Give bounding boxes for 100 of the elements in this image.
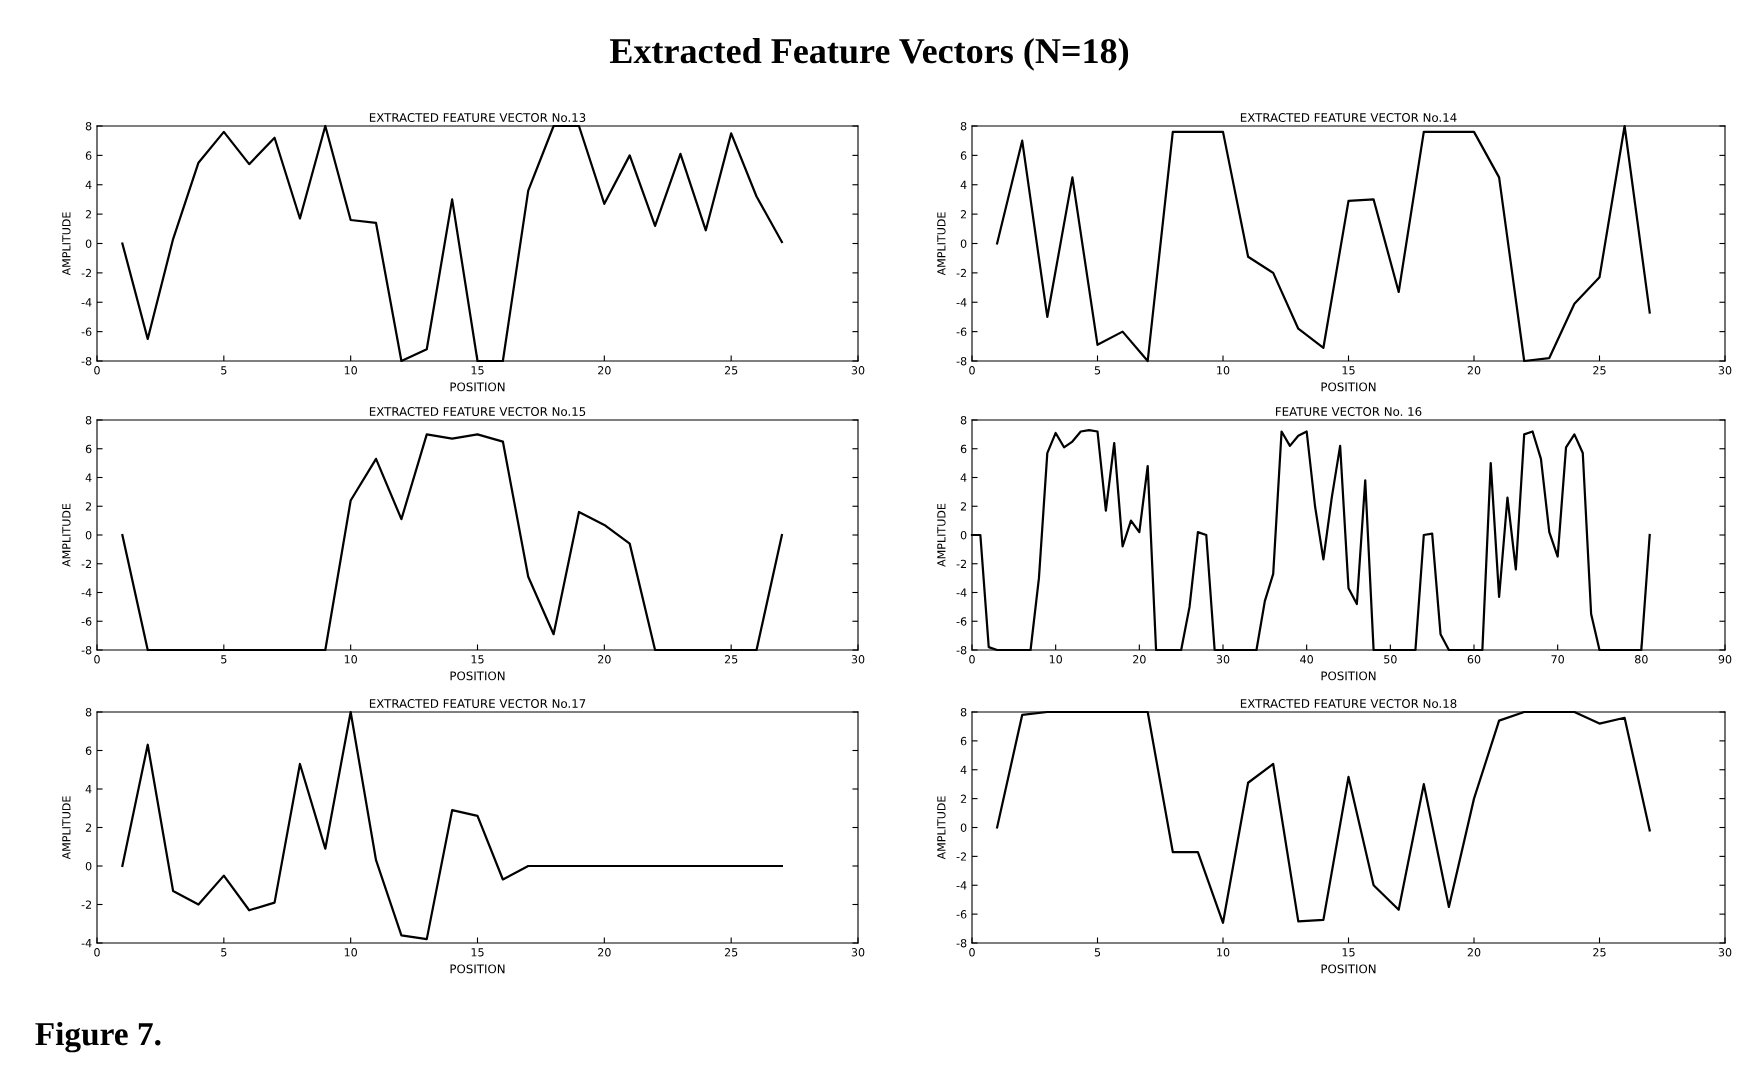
y-tick-label: -4 [956, 588, 967, 597]
x-tick-label: 0 [969, 655, 975, 664]
x-tick-label: 15 [471, 655, 484, 664]
x-axis-title: POSITION [450, 671, 505, 681]
y-tick-label: -2 [956, 852, 967, 861]
text: Extracted Feature Vectors (N=18) [609, 37, 1129, 71]
y-tick-label: 4 [85, 785, 92, 794]
x-tick-label: 30 [851, 655, 865, 664]
x-tick-label: 15 [1342, 366, 1355, 375]
y-tick-label: 0 [960, 823, 967, 832]
y-tick-label: -4 [81, 588, 92, 597]
x-tick-label: 20 [1133, 655, 1146, 664]
y-tick-label: 0 [85, 861, 92, 871]
x-tick-label: 25 [724, 948, 738, 957]
y-axis-title: AMPLITUDE [62, 796, 71, 860]
y-tick-label: -2 [81, 559, 92, 568]
y-tick-label: 8 [85, 707, 92, 717]
x-tick-label: 25 [1593, 948, 1606, 957]
x-tick-label: 90 [1718, 655, 1732, 664]
y-tick-label: 2 [85, 210, 92, 219]
y-tick-label: -4 [81, 298, 92, 307]
x-tick-label: 25 [724, 366, 738, 375]
x-tick-label: 20 [598, 948, 611, 957]
x-axis-title: POSITION [1321, 964, 1376, 974]
y-tick-label: -4 [956, 881, 967, 890]
x-tick-label: 30 [851, 366, 865, 375]
y-tick-label: 4 [960, 765, 967, 774]
chart-title: EXTRACTED FEATURE VECTOR No.13 [369, 113, 586, 122]
y-tick-label: 4 [960, 473, 967, 482]
y-tick-label: 6 [85, 746, 92, 755]
x-tick-label: 15 [1342, 948, 1355, 957]
x-tick-label: 5 [1094, 948, 1101, 957]
y-axis-title: AMPLITUDE [937, 796, 946, 860]
x-tick-label: 30 [1718, 366, 1732, 375]
y-tick-label: -4 [956, 298, 967, 307]
y-tick-label: 8 [85, 415, 92, 425]
y-axis-title: AMPLITUDE [62, 212, 71, 276]
x-tick-label: 10 [344, 366, 357, 375]
y-tick-label: 6 [85, 151, 92, 160]
y-tick-label: -8 [81, 645, 92, 655]
y-tick-label: -6 [956, 910, 967, 919]
x-tick-label: 0 [969, 948, 975, 957]
y-axis-title: AMPLITUDE [937, 212, 946, 276]
x-tick-label: 80 [1635, 655, 1648, 664]
y-tick-label: -6 [956, 327, 967, 336]
x-tick-label: 15 [471, 948, 484, 957]
y-tick-label: -6 [81, 617, 92, 626]
y-tick-label: 4 [85, 473, 92, 482]
x-tick-label: 70 [1551, 655, 1564, 664]
y-tick-label: -4 [81, 939, 92, 948]
y-tick-label: 2 [85, 823, 92, 832]
x-tick-label: 25 [724, 655, 738, 664]
x-tick-label: 5 [221, 655, 227, 664]
x-tick-label: 0 [94, 655, 100, 664]
y-tick-label: 8 [960, 415, 967, 425]
x-tick-label: 0 [969, 366, 975, 375]
x-tick-label: 5 [1094, 366, 1101, 375]
y-tick-label: -8 [81, 356, 92, 366]
y-tick-label: -6 [956, 617, 967, 626]
y-tick-label: 2 [960, 210, 967, 219]
chart-title: EXTRACTED FEATURE VECTOR No.18 [1240, 699, 1457, 708]
x-tick-label: 60 [1467, 655, 1481, 664]
x-tick-label: 0 [94, 948, 100, 957]
chart-title: EXTRACTED FEATURE VECTOR No.14 [1240, 113, 1457, 122]
y-tick-label: -2 [81, 900, 92, 909]
x-tick-label: 10 [344, 655, 357, 664]
chart-title: FEATURE VECTOR No. 16 [1276, 407, 1422, 416]
y-axis-title: AMPLITUDE [62, 503, 71, 567]
chart-title: EXTRACTED FEATURE VECTOR No.17 [369, 699, 586, 708]
caption: Figure 7. [35, 1021, 161, 1053]
y-tick-label: 6 [960, 444, 967, 454]
y-tick-label: 8 [960, 121, 967, 131]
x-tick-label: 20 [1467, 948, 1481, 957]
x-tick-label: 50 [1384, 655, 1397, 664]
x-tick-label: 10 [1217, 948, 1230, 957]
x-tick-label: 5 [221, 366, 227, 375]
y-tick-label: 0 [960, 239, 967, 248]
x-tick-label: 30 [1718, 948, 1732, 957]
y-tick-label: 0 [85, 239, 92, 248]
y-tick-label: -2 [81, 268, 92, 278]
x-tick-label: 20 [598, 655, 611, 664]
x-tick-label: 0 [94, 366, 100, 375]
y-tick-label: -8 [956, 645, 967, 655]
x-tick-label: 20 [1467, 366, 1481, 375]
chart-title: EXTRACTED FEATURE VECTOR No.15 [369, 407, 586, 416]
y-tick-label: 2 [960, 502, 967, 511]
y-tick-label: 0 [85, 530, 92, 540]
y-tick-label: -2 [956, 559, 967, 568]
x-tick-label: 10 [344, 948, 357, 957]
y-tick-label: 2 [85, 502, 92, 511]
x-tick-label: 10 [1217, 366, 1230, 375]
y-tick-label: 4 [960, 180, 967, 189]
x-tick-label: 40 [1300, 655, 1313, 664]
y-tick-label: 4 [85, 180, 92, 189]
x-tick-label: 20 [598, 366, 611, 375]
x-axis-title: POSITION [1321, 671, 1376, 681]
y-tick-label: 8 [85, 121, 92, 131]
y-tick-label: 2 [960, 794, 967, 803]
x-axis-title: POSITION [450, 382, 505, 392]
y-tick-label: 0 [960, 530, 967, 540]
